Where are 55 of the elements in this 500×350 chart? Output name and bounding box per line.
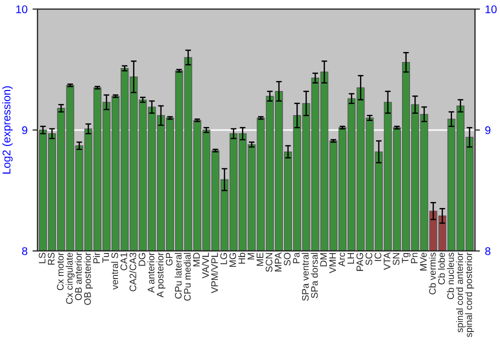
x-tick-label: RS [48, 252, 55, 265]
x-tick-label: PAG [356, 253, 364, 271]
y2-tick-label: 8 [485, 247, 490, 256]
x-tick-label: Arc [338, 252, 346, 266]
x-tick-label: MPA [274, 252, 282, 272]
x-tick-label: IC [374, 252, 382, 261]
x-tick-label: Pir [93, 252, 100, 264]
x-tick-label: VA/VL [202, 252, 209, 278]
y-axis-title: Log2 (expression) [2, 86, 13, 174]
x-tick-label: Cb vermis [428, 252, 436, 294]
x-tick-label: DM [320, 253, 327, 266]
x-tick-label: ME [256, 252, 264, 266]
x-tick-label: VTA [384, 252, 390, 270]
x-tick-label: SCN [266, 253, 272, 272]
x-tick-label: Tu [102, 252, 110, 263]
x-tick-label: LS [38, 252, 46, 264]
x-tick-label: Hb [238, 252, 246, 264]
x-tick-label: CA2/CA3 [129, 252, 136, 292]
x-tick-label: OB posterior [84, 252, 93, 305]
x-tick-label: VMH [329, 253, 336, 274]
y2-tick-label: 9 [485, 126, 490, 134]
x-tick-label: MG [229, 253, 236, 267]
x-tick-label: MVe [420, 252, 427, 270]
x-tick-label: Cx motor [56, 252, 64, 290]
x-tick-label: SPa ventral [302, 252, 309, 301]
x-tick-label: spinal cord posterior [465, 252, 474, 338]
x-tick-label: Tg [402, 252, 410, 264]
x-tick-label: OB anterior [74, 252, 82, 300]
x-tick-label: spinal cord anterior [456, 252, 465, 332]
y-tick-label: 8 [22, 247, 28, 256]
x-tick-label: CA1 [120, 252, 128, 270]
x-tick-label: SO [284, 252, 291, 266]
y-tick-label: 10 [16, 5, 28, 14]
y-tick-label: 9 [22, 126, 28, 134]
x-tick-label: VPM/VPL [211, 252, 218, 294]
x-tick-label: GP [166, 252, 173, 266]
x-tick-label: Cb nucleus [447, 252, 454, 300]
x-tick-label: Pn [411, 252, 418, 264]
x-tick-label: MD [193, 252, 200, 266]
x-tick-label: SPa dorsal [310, 252, 318, 298]
x-tick-label: DG [138, 253, 146, 266]
x-tick-label: A posterior [156, 252, 166, 298]
x-tick-label: LH [348, 253, 354, 264]
x-tick-label: LG [220, 253, 228, 264]
x-tick-label: SC [366, 252, 372, 266]
x-tick-label: Cb lobe [438, 252, 445, 284]
x-tick-label: M [248, 253, 254, 260]
x-tick-label: SN [392, 253, 400, 266]
y2-tick-label: 10 [486, 5, 497, 14]
x-tick-label: Pa [293, 252, 300, 264]
x-tick-label: Cx cingulate [66, 252, 75, 304]
x-tick-label: CPu lateral [174, 252, 182, 299]
x-tick-label: A anterior [147, 252, 154, 293]
x-tick-label: ventral S [111, 252, 118, 290]
x-tick-label: CPu medial [184, 252, 191, 301]
